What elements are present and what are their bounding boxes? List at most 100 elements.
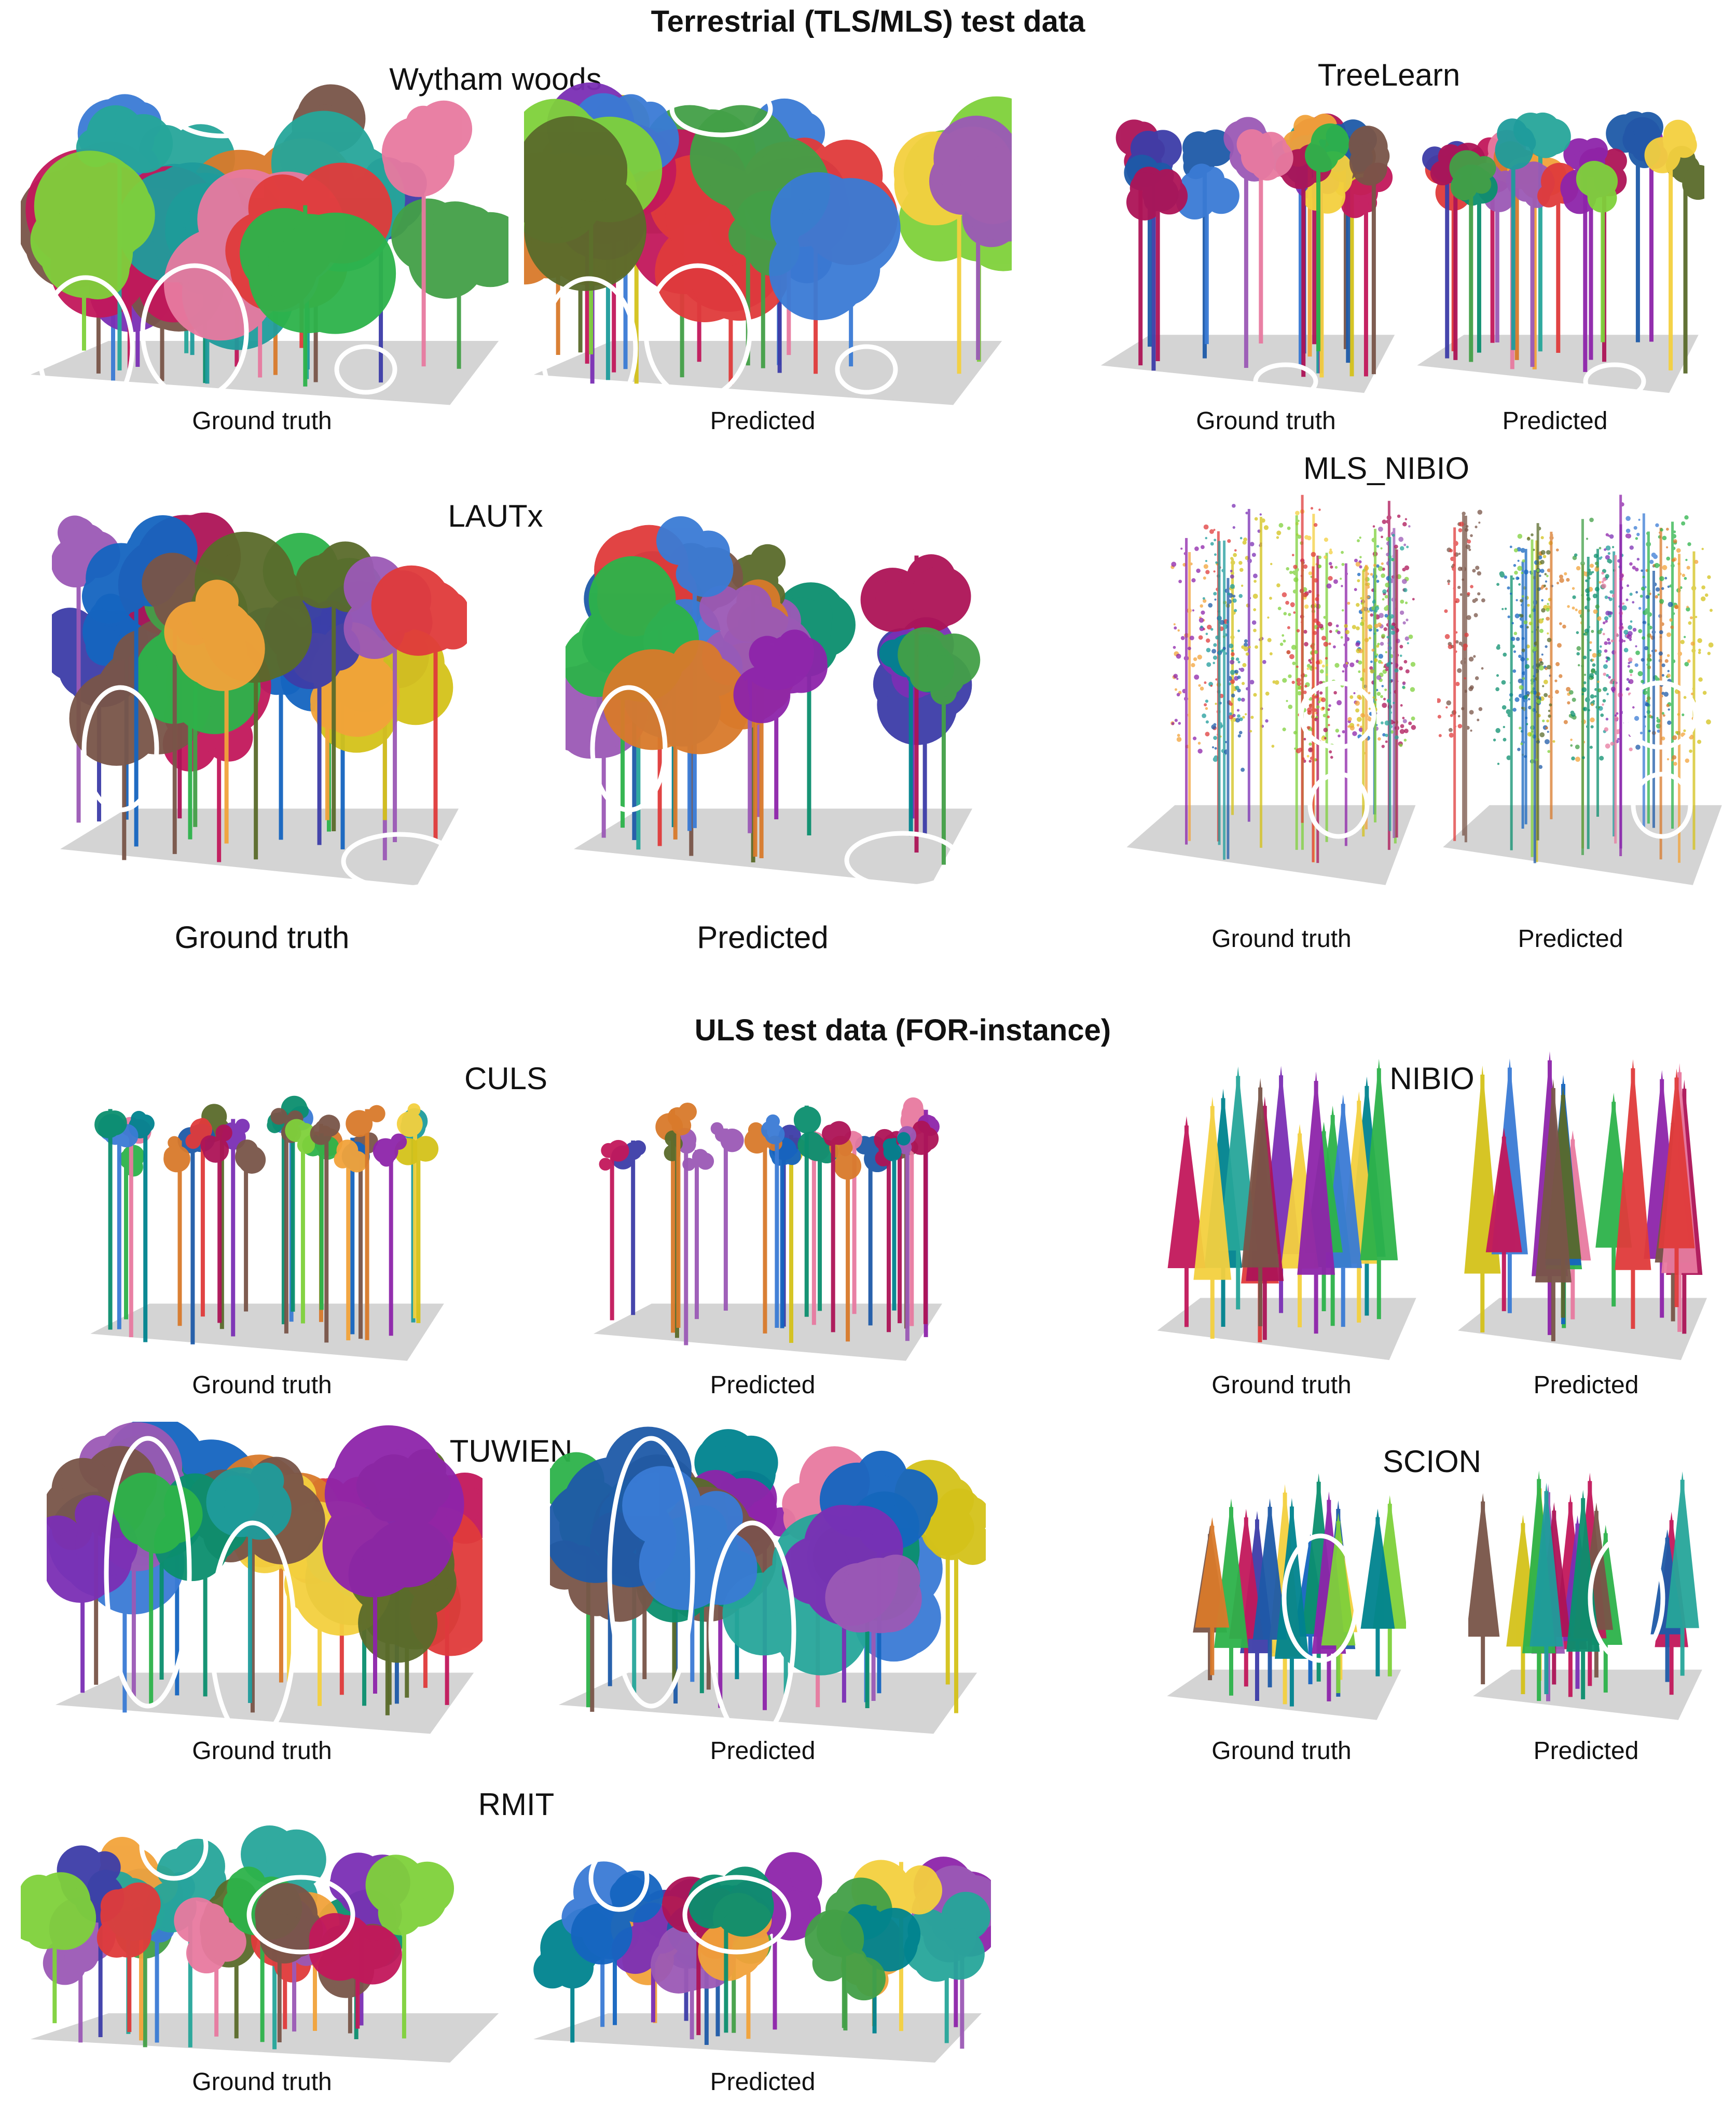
tree-instance: [1348, 126, 1390, 375]
tree-instance: [1644, 119, 1697, 370]
tree-instance: [733, 629, 828, 820]
culs-predicted-point-cloud: [586, 1069, 949, 1370]
tree-instance: [1629, 528, 1664, 824]
tree-instance: [1468, 1493, 1500, 1685]
tree-instance: [1437, 521, 1473, 841]
caption-tuwien-predicted: Predicted: [710, 1737, 816, 1765]
tree-instance: [164, 580, 265, 844]
caption-rmit-predicted: Predicted: [710, 2068, 816, 2096]
tree-instance: [761, 1114, 785, 1328]
tree-instance: [1602, 494, 1639, 857]
tree-instance: [365, 1854, 454, 2039]
mls-nibio-predicted-point-cloud: [1437, 477, 1728, 898]
ground-plane: [30, 2013, 499, 2063]
tree-instance: [1513, 112, 1571, 352]
caption-wytham-predicted: Predicted: [710, 407, 816, 435]
tree-instance: [1170, 552, 1208, 841]
tree-instance: [239, 205, 396, 387]
tree-instance: [524, 116, 646, 353]
tree-instance: [1252, 1498, 1287, 1687]
caption-nibio-predicted: Predicted: [1533, 1371, 1639, 1399]
tree-instance: [825, 1555, 922, 1701]
tree-instance: [394, 1136, 439, 1323]
ground-plane: [558, 1672, 977, 1734]
tree-instance: [860, 554, 971, 853]
tree-instance: [235, 1139, 266, 1312]
tree-instance: [97, 1882, 161, 2032]
tree-instance: [908, 1120, 939, 1324]
dataset-title-nibio: NIBIO: [1389, 1061, 1475, 1096]
tree-instance: [1208, 578, 1248, 859]
tree-instance: [1241, 1078, 1279, 1327]
tree-instance: [925, 1488, 986, 1713]
tree-instance: [1606, 111, 1663, 342]
tree-instance: [599, 1139, 629, 1321]
tree-instance: [1449, 150, 1496, 362]
tree-instance: [1520, 523, 1552, 841]
tree-instance: [1658, 1068, 1695, 1308]
dataset-title-scion: SCION: [1382, 1444, 1482, 1479]
tree-instance: [898, 627, 981, 865]
tree-instance: [929, 115, 1012, 360]
caption-nibio-ground-truth: Ground truth: [1211, 1371, 1352, 1399]
ground-plane: [533, 341, 1002, 405]
lautx-ground-truth-point-cloud: [52, 493, 467, 898]
tree-instance: [174, 1897, 246, 2037]
caption-treelearn-ground-truth: Ground truth: [1196, 407, 1336, 435]
tree-instance: [1495, 118, 1536, 350]
tree-instance: [346, 1105, 385, 1340]
dataset-title-rmit: RMIT: [478, 1787, 555, 1822]
dataset-title-culs: CULS: [464, 1061, 548, 1096]
nibio-predicted-point-cloud: [1453, 1043, 1712, 1370]
tree-instance: [667, 1102, 697, 1328]
tree-instance: [1360, 1059, 1398, 1320]
caption-scion-ground-truth: Ground truth: [1211, 1737, 1352, 1765]
tree-instance: [1230, 504, 1269, 822]
ground-plane: [1458, 1298, 1707, 1361]
tree-instance: [1665, 1471, 1699, 1676]
tree-instance: [1576, 161, 1618, 342]
tree-instance: [1513, 533, 1551, 857]
tree-instance: [883, 1132, 911, 1311]
ground-plane: [533, 2013, 982, 2063]
tree-instance: [119, 1145, 145, 1320]
tree-instance: [1167, 1116, 1206, 1327]
tree-instance: [1570, 553, 1607, 849]
section-title-terrestrial: Terrestrial (TLS/MLS) test data: [651, 5, 1085, 38]
culs-ground-truth-point-cloud: [83, 1069, 451, 1370]
dataset-title-lautx: LAUTx: [448, 499, 543, 533]
tree-instance: [1615, 1059, 1651, 1329]
tree-instance: [805, 1909, 886, 2031]
tree-instance: [200, 1124, 232, 1323]
tree-instance: [310, 1115, 340, 1343]
wytham-predicted-point-cloud: [524, 78, 1012, 415]
caption-tuwien-ground-truth: Ground truth: [192, 1737, 332, 1765]
tree-instance: [1530, 1482, 1563, 1694]
tree-instance: [1219, 1066, 1257, 1310]
caption-culs-predicted: Predicted: [710, 1371, 816, 1399]
tree-instance: [285, 1119, 315, 1324]
caption-treelearn-predicted: Predicted: [1502, 407, 1608, 435]
tree-instance: [1241, 517, 1282, 848]
caption-wytham-ground-truth: Ground truth: [192, 407, 332, 435]
dataset-title-mls-nibio: MLS_NIBIO: [1303, 451, 1470, 486]
tree-instance: [1360, 1508, 1395, 1677]
scion-predicted-point-cloud: [1468, 1463, 1707, 1728]
caption-mls-nibio-ground-truth: Ground truth: [1211, 925, 1352, 953]
ground-plane: [55, 1672, 474, 1734]
tree-instance: [381, 100, 473, 367]
tree-instance: [185, 1118, 213, 1317]
tree-instance: [1652, 515, 1691, 829]
caption-culs-ground-truth: Ground truth: [192, 1371, 332, 1399]
tree-instance: [1193, 1096, 1232, 1339]
tree-instance: [1535, 1079, 1572, 1341]
tree-instance: [1536, 531, 1571, 819]
tree-instance: [21, 1872, 97, 2024]
caption-lautx-ground-truth: Ground truth: [174, 920, 350, 955]
ground-plane: [1126, 805, 1416, 885]
dataset-title-treelearn: TreeLearn: [1317, 58, 1461, 92]
tree-instance: [1372, 533, 1409, 831]
treelearn-ground-truth-point-cloud: [1095, 96, 1401, 402]
caption-scion-predicted: Predicted: [1533, 1737, 1639, 1765]
caption-lautx-predicted: Predicted: [697, 920, 829, 955]
